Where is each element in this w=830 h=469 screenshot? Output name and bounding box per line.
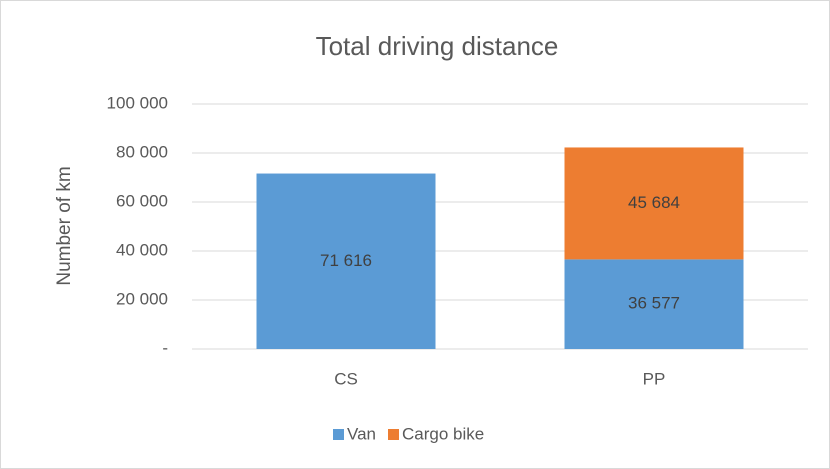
y-tick-label: 100 000 bbox=[107, 93, 168, 112]
legend-swatch bbox=[333, 429, 344, 440]
legend-label: Cargo bike bbox=[402, 424, 484, 443]
legend-swatch bbox=[388, 429, 399, 440]
bar-segment bbox=[564, 259, 744, 349]
data-label: 36 577 bbox=[628, 294, 680, 313]
y-tick-label: 80 000 bbox=[116, 142, 168, 161]
y-tick-label: 60 000 bbox=[116, 191, 168, 210]
data-label: 45 684 bbox=[628, 193, 680, 212]
y-axis-label: Number of km bbox=[54, 166, 75, 285]
y-tick-label: 20 000 bbox=[116, 289, 168, 308]
x-tick-label: CS bbox=[334, 369, 358, 388]
bar-segment bbox=[564, 147, 744, 260]
y-tick-label: - bbox=[162, 338, 168, 357]
x-tick-label: PP bbox=[643, 369, 666, 388]
legend-label: Van bbox=[347, 424, 376, 443]
data-label: 71 616 bbox=[320, 251, 372, 270]
bar-segment bbox=[256, 173, 436, 349]
y-tick-label: 40 000 bbox=[116, 240, 168, 259]
chart-title: Total driving distance bbox=[316, 31, 559, 61]
